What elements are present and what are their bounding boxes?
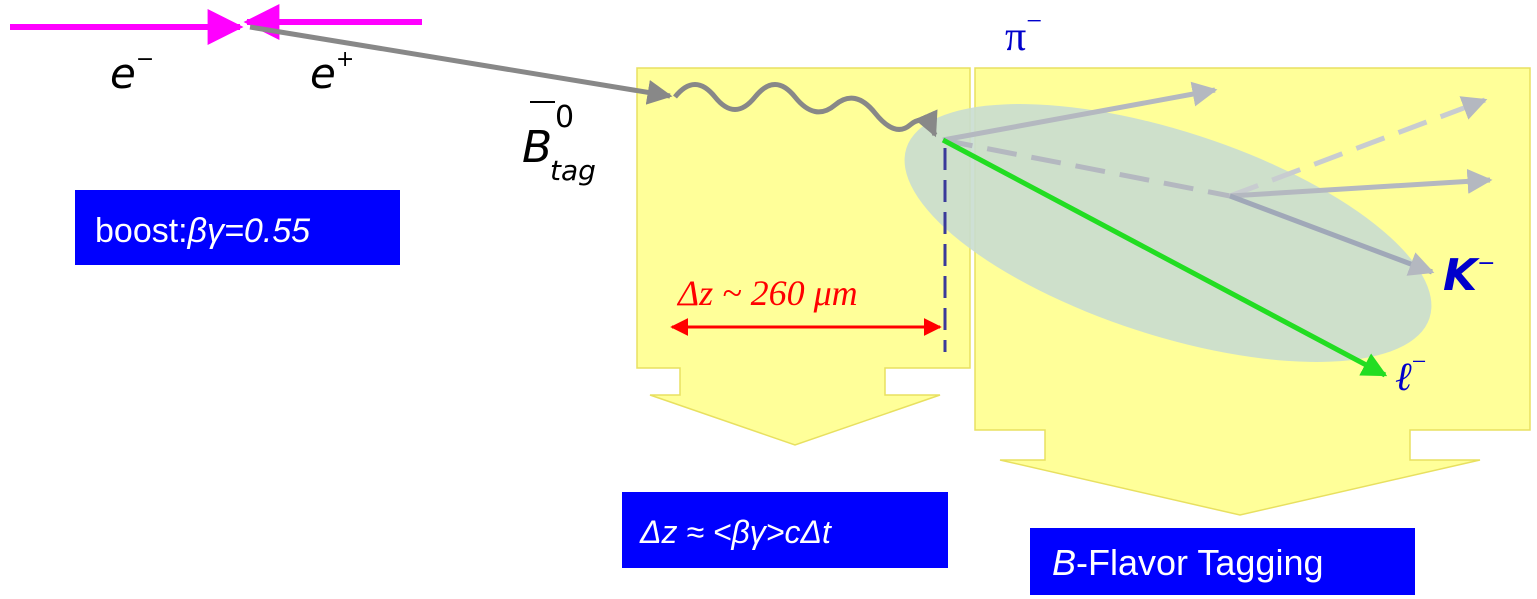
boost-text: boost:βγ=0.55 — [95, 212, 310, 250]
text: -Flavor Tagging — [1076, 542, 1323, 583]
superscript: 0 — [555, 100, 574, 135]
tagging-text: B-Flavor Tagging — [1052, 542, 1323, 583]
prefix: B — [1052, 542, 1076, 583]
symbol: K — [1443, 250, 1480, 301]
charge: − — [1026, 6, 1042, 37]
tag-meson-label: B0 tag — [522, 100, 596, 187]
electron-label: e− — [110, 47, 154, 98]
value: βγ=0.55 — [187, 212, 311, 250]
symbol: π — [1005, 14, 1026, 60]
charge: − — [136, 47, 154, 72]
symbol: ℓ — [1395, 354, 1412, 399]
symbol: e — [310, 49, 336, 98]
symbol: e — [110, 49, 136, 98]
charge: − — [1412, 347, 1427, 376]
diagram: e− e+ B0tag boost:βγ=0.55 Δz ~ 260 μm Δz… — [0, 0, 1537, 599]
label: boost: — [95, 212, 188, 250]
left-panel — [637, 68, 970, 445]
decay-length-label: Δz ~ 260 μm — [676, 273, 858, 313]
relation-text: Δz ≈ <βγ>cΔt — [639, 514, 832, 550]
pion-label: π− — [1005, 6, 1042, 60]
symbol: B — [522, 122, 552, 173]
charge: + — [336, 47, 354, 72]
charge: − — [1477, 251, 1495, 276]
positron-label: e+ — [310, 47, 354, 98]
subscript: tag — [550, 154, 596, 187]
